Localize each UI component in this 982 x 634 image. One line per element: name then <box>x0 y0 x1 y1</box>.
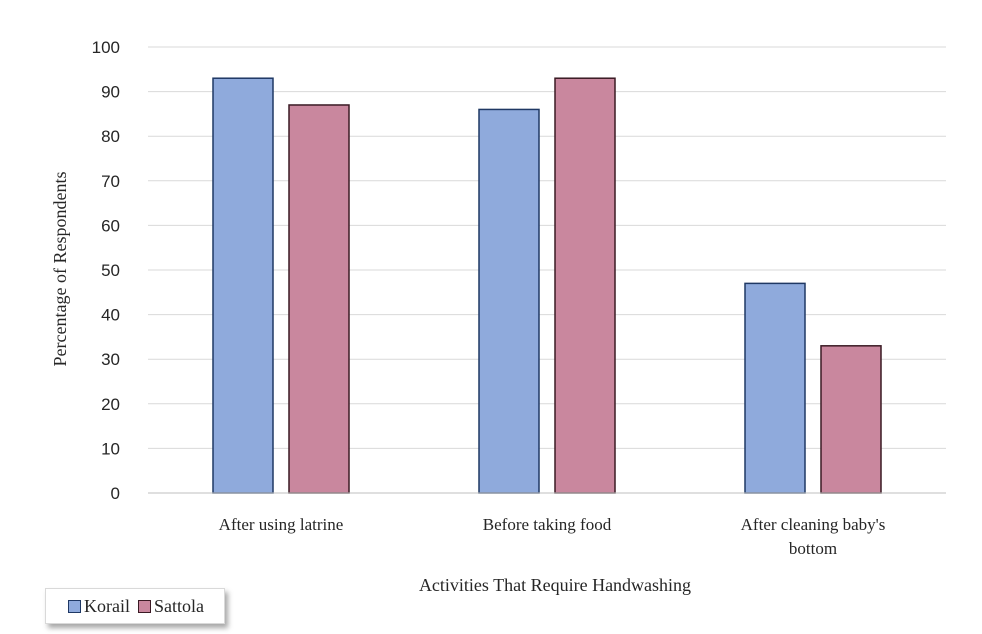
y-tick-label: 40 <box>101 306 120 325</box>
y-tick-label: 50 <box>101 261 120 280</box>
legend-swatch-sattola <box>137 599 151 613</box>
bar-korail-1 <box>478 108 540 494</box>
y-tick-label: 70 <box>101 172 120 191</box>
bar-sattola-2 <box>820 345 882 494</box>
legend-item-sattola: Sattola <box>137 595 204 617</box>
x-category-label: After using latrine <box>219 515 344 534</box>
x-axis-categories: After using latrine Before taking food Aft… <box>219 515 886 558</box>
bars <box>212 77 882 494</box>
y-tick-label: 0 <box>111 484 120 503</box>
y-tick-label: 80 <box>101 127 120 146</box>
legend-label-korail: Korail <box>84 595 130 616</box>
y-tick-label: 20 <box>101 395 120 414</box>
bar-korail-2 <box>744 282 806 494</box>
x-category-label: After cleaning baby's <box>741 515 886 534</box>
x-category-label: bottom <box>789 539 837 558</box>
y-tick-label: 10 <box>101 439 120 458</box>
legend-label-sattola: Sattola <box>153 595 204 616</box>
y-tick-label: 90 <box>101 83 120 102</box>
legend-swatch-korail <box>68 599 81 613</box>
bar-sattola-1 <box>554 77 616 494</box>
gridlines <box>148 46 946 449</box>
y-tick-label: 100 <box>92 38 120 57</box>
y-axis-title: Percentage of Respondents <box>50 172 70 367</box>
bar-sattola-0 <box>288 104 350 494</box>
y-tick-label: 60 <box>101 216 120 235</box>
bar-korail-0 <box>212 77 274 494</box>
y-tick-label: 30 <box>101 350 120 369</box>
x-axis-title: Activities That Require Handwashing <box>419 575 691 595</box>
x-category-label: Before taking food <box>483 515 612 534</box>
legend-item-korail: Korail <box>68 596 130 617</box>
legend: Korail Sattola <box>45 588 225 624</box>
y-axis-ticks: 0 10 20 30 40 50 60 70 80 90 100 <box>92 38 120 503</box>
